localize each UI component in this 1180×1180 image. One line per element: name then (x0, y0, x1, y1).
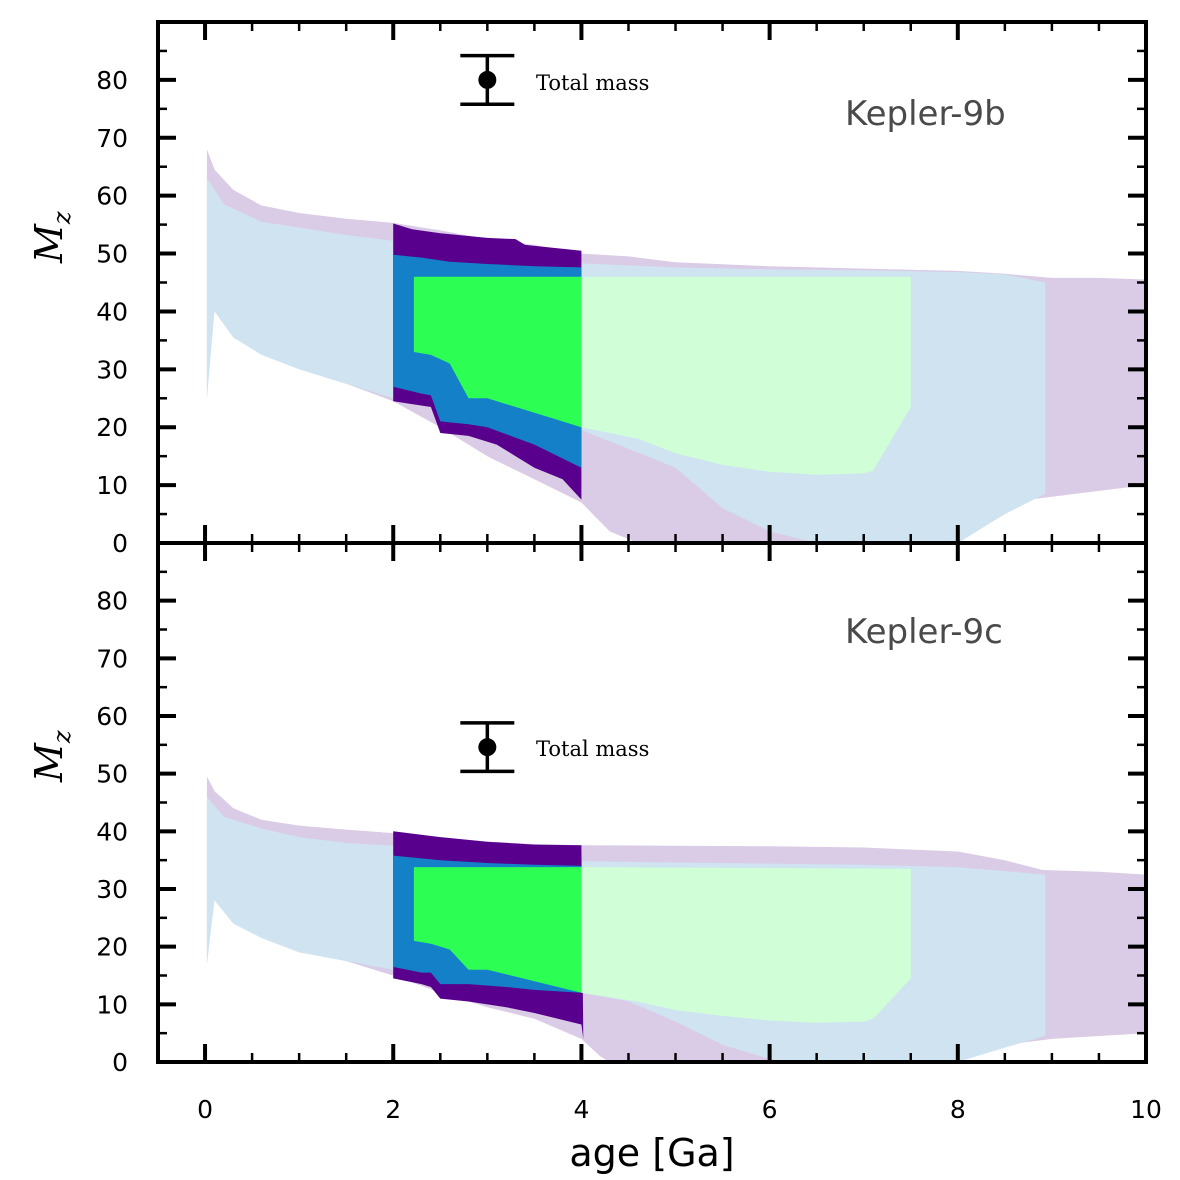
y-tick-label: 50 (96, 760, 128, 789)
panel-ticks (158, 543, 1148, 1064)
y-tick-label: 0 (112, 529, 128, 558)
x-tick-label: 4 (573, 1095, 589, 1124)
y-tick-label: 0 (112, 1048, 128, 1077)
x-tick-label: 10 (1130, 1095, 1162, 1124)
y-tick-label: 30 (96, 875, 128, 904)
total-mass-marker (478, 70, 497, 89)
y-tick-label: 60 (96, 702, 128, 731)
y-tick-label: 60 (96, 182, 128, 211)
total-mass-errorbar (460, 721, 515, 774)
y-tick-label: 30 (96, 355, 128, 384)
y-tick-label: 70 (96, 124, 128, 153)
planet-name-label: Kepler-9c (845, 612, 1003, 652)
band-light-green-band (581, 276, 911, 475)
x-tick-label: 8 (950, 1095, 966, 1124)
band-bright-green-band (413, 867, 582, 993)
y-tick-label: 70 (96, 644, 128, 673)
x-tick-label: 2 (385, 1095, 401, 1124)
total-mass-marker (478, 738, 497, 757)
planet-name-label: Kepler-9b (845, 94, 1006, 134)
y-tick-label: 80 (96, 66, 128, 95)
legend-total-mass-label: Total mass (536, 71, 649, 95)
y-tick-label: 10 (96, 990, 128, 1019)
y-tick-label: 40 (96, 297, 128, 326)
y-tick-label: 20 (96, 413, 128, 442)
x-tick-labels: 0 2 4 6 8 10 (197, 1095, 1162, 1124)
total-mass-errorbar (460, 53, 515, 106)
y-axis-label: Mz (27, 211, 76, 264)
panel-areas (206, 776, 1146, 1062)
panel-areas (206, 149, 1146, 544)
x-tick-label: 0 (197, 1095, 213, 1124)
x-tick-label: 6 (762, 1095, 778, 1124)
y-tick-labels: 0 10 20 30 40 50 60 70 80 (96, 587, 128, 1077)
y-tick-label: 20 (96, 933, 128, 962)
band-bright-green-band (413, 276, 582, 428)
y-tick-labels: 0 10 20 30 40 50 60 70 80 (96, 66, 128, 558)
x-axis-title: age [Ga] (569, 1131, 734, 1175)
panel-kepler-9c: 0 10 20 30 40 50 60 70 80 Mz Kepler-9c Total mas… (27, 541, 1148, 1077)
y-tick-label: 10 (96, 471, 128, 500)
band-light-green-band (581, 867, 911, 1023)
y-axis-label: Mz (27, 730, 76, 783)
y-tick-label: 40 (96, 817, 128, 846)
y-tick-label: 50 (96, 240, 128, 269)
y-tick-label: 80 (96, 587, 128, 616)
legend-total-mass-label: Total mass (536, 737, 649, 761)
